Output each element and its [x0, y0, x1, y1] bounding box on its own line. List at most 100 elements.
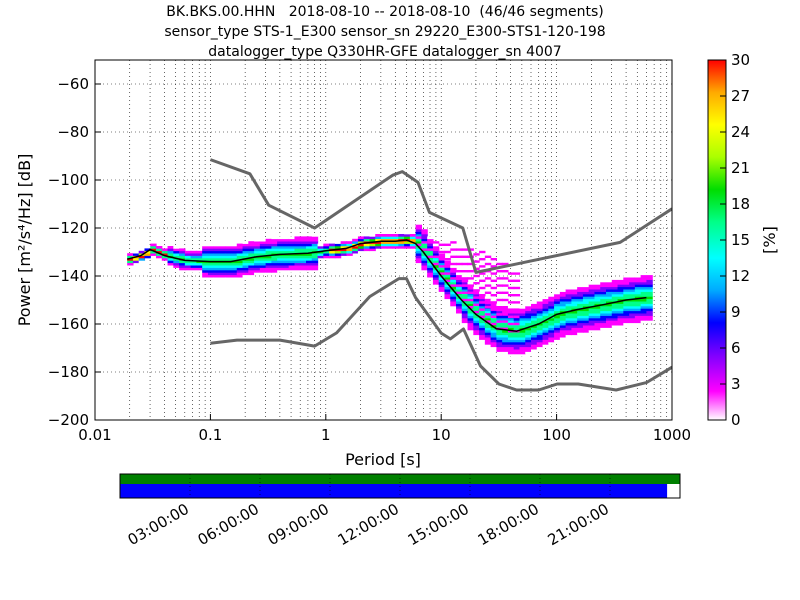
heatmap-cell: [248, 246, 255, 249]
noise-model-low-curve: [210, 277, 672, 392]
heatmap-cell: [213, 272, 221, 276]
heatmap-cell: [554, 339, 561, 343]
heatmap-cell: [427, 243, 434, 247]
heatmap-cell: [502, 262, 509, 266]
heatmap-cell: [496, 342, 503, 345]
heatmap-cell: [536, 303, 544, 307]
heatmap-cell: [519, 337, 526, 340]
heatmap-cell: [184, 255, 192, 259]
heatmap-cell: [559, 291, 567, 295]
heatmap-cell: [173, 255, 180, 259]
heatmap-cell: [565, 334, 572, 338]
heatmap-cell: [323, 246, 330, 249]
heatmap-cell: [559, 298, 567, 302]
heatmap-cell: [571, 291, 578, 295]
heatmap-cell: [127, 258, 134, 261]
heatmap-cell: [490, 298, 497, 302]
heatmap-cell: [548, 327, 555, 331]
heatmap-cell: [646, 291, 653, 295]
y-axis: −200 −180 −160 −140 −120 −100 −80 −60: [48, 75, 101, 429]
heatmap-cell: [502, 313, 509, 316]
heatmap-cell: [231, 265, 238, 268]
heatmap-cell: [421, 260, 428, 264]
heatmap-cell: [623, 296, 630, 300]
heatmap-cell: [594, 310, 601, 314]
heatmap-cell: [577, 332, 584, 336]
heatmap-cell: [398, 241, 405, 244]
heatmap-cell: [207, 243, 215, 247]
heatmap-cell: [225, 272, 232, 276]
heatmap-cell: [588, 301, 596, 304]
heatmap-cell: [369, 236, 376, 240]
heatmap-cell: [629, 308, 636, 312]
heatmap-cell: [502, 308, 509, 312]
heatmap-cell: [288, 262, 296, 266]
heatmap-cell: [600, 301, 607, 304]
heatmap-cell: [161, 250, 169, 254]
heatmap-cell: [542, 298, 549, 302]
heatmap-cell: [646, 289, 653, 292]
heatmap-cell: [502, 310, 509, 314]
heatmap-cell: [415, 241, 422, 244]
heatmap-cell: [150, 248, 157, 252]
heatmap-cell: [467, 262, 474, 266]
heatmap-cell: [513, 332, 521, 336]
heatmap-cell: [611, 303, 619, 307]
heatmap-cell: [473, 291, 480, 295]
heatmap-cell: [536, 339, 544, 343]
heatmap-cell: [536, 313, 544, 316]
heatmap-cell: [184, 265, 192, 268]
heatmap-cell: [456, 313, 463, 316]
heatmap-cell: [444, 258, 451, 261]
heatmap-cell: [467, 248, 474, 251]
heatmap-cell: [219, 250, 226, 254]
heatmap-cell: [513, 315, 521, 318]
heatmap-cell: [513, 339, 521, 343]
heatmap-cell: [536, 330, 544, 333]
heatmap-cell: [617, 298, 624, 302]
heatmap-cell: [571, 330, 578, 333]
heatmap-cell: [456, 310, 463, 314]
heatmap-cell: [634, 294, 642, 297]
heatmap-cell: [456, 306, 463, 309]
heatmap-cell: [461, 291, 469, 294]
heatmap-cell: [450, 255, 457, 258]
heatmap-cell: [156, 248, 163, 252]
heatmap-cell: [467, 270, 474, 273]
heatmap-cell: [161, 258, 169, 261]
heatmap-cell: [479, 258, 486, 261]
heatmap-cell: [409, 246, 417, 249]
heatmap-cell: [306, 241, 313, 244]
colorbar-tick-label: 30: [731, 51, 750, 69]
heatmap-cell: [617, 282, 624, 285]
heatmap-cell: [513, 294, 521, 297]
heatmap-cell: [288, 241, 296, 244]
heatmap-cell: [248, 253, 255, 256]
heatmap-cell: [496, 303, 503, 307]
heatmap-cell: [421, 241, 428, 244]
heatmap-cell: [588, 286, 596, 290]
heatmap-cell: [484, 298, 492, 302]
heatmap-cell: [236, 265, 244, 268]
heatmap-cell: [600, 308, 607, 312]
segment-bar-used: [120, 484, 668, 498]
heatmap-cell: [329, 246, 336, 249]
heatmap-cell: [577, 313, 584, 316]
x-tick-label: 0.01: [78, 426, 111, 444]
heatmap-cell: [634, 289, 642, 292]
heatmap-cell: [496, 325, 503, 328]
heatmap-cell: [577, 284, 584, 288]
heatmap-cell: [184, 250, 192, 254]
heatmap-cell: [548, 303, 555, 307]
heatmap-cell: [444, 286, 451, 290]
heatmap-cell: [611, 284, 619, 288]
heatmap-cell: [565, 327, 572, 331]
heatmap-cell: [646, 274, 653, 278]
heatmap-cell: [629, 320, 636, 324]
heatmap-cell: [444, 291, 451, 295]
heatmap-cell: [248, 270, 255, 273]
y-tick-label: −200: [48, 411, 89, 429]
heatmap-cell: [300, 236, 307, 240]
heatmap-cell: [294, 265, 301, 268]
heatmap-cell: [571, 313, 578, 316]
